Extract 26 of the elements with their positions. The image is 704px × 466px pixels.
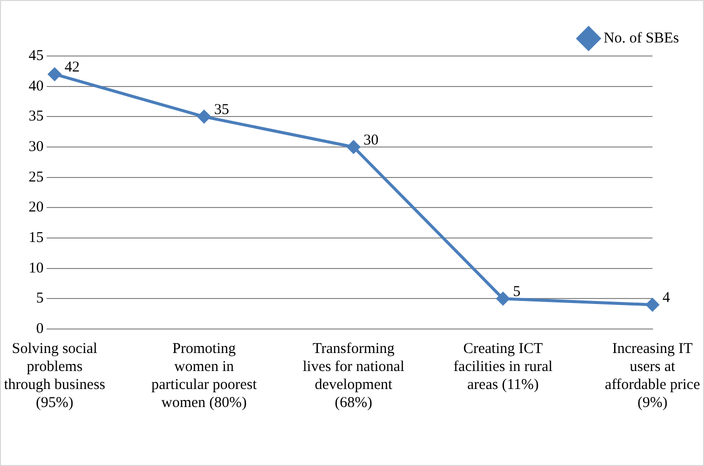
y-tick-label: 45	[28, 48, 44, 64]
point	[198, 110, 211, 124]
data-label: 35	[214, 102, 230, 118]
x-tick-label: Solving social problems through business (95%)	[4, 340, 106, 411]
x-tick-label: Transforming lives for national development (68%)	[302, 340, 404, 411]
point	[48, 68, 62, 81]
point	[646, 298, 659, 312]
y-tick-label: 25	[28, 169, 44, 186]
y-tick-label: 15	[28, 230, 44, 246]
y-tick-label: 35	[28, 108, 44, 125]
data-label: 4	[662, 290, 670, 306]
point	[496, 292, 510, 306]
x-tick-label: Increasing IT users at affordable price (9%)	[604, 340, 700, 411]
data-label: 5	[513, 284, 520, 300]
data-label: 30	[364, 132, 379, 148]
y-tick-label: 10	[28, 260, 44, 276]
y-tick-label: 20	[28, 200, 44, 216]
y-tick-label: 0	[36, 320, 44, 337]
x-tick-label: Creating ICT facilities in rural areas (11%)	[453, 340, 553, 393]
y-tick-label: 5	[36, 290, 44, 307]
point	[347, 140, 360, 154]
y-tick-label: 40	[28, 78, 44, 94]
y-tick-label: 30	[28, 138, 44, 155]
x-tick-label: Promoting women in particular poorest women (80%)	[151, 340, 258, 411]
data-label: 42	[64, 60, 80, 76]
legend-label: No. of SBEs	[604, 30, 680, 46]
